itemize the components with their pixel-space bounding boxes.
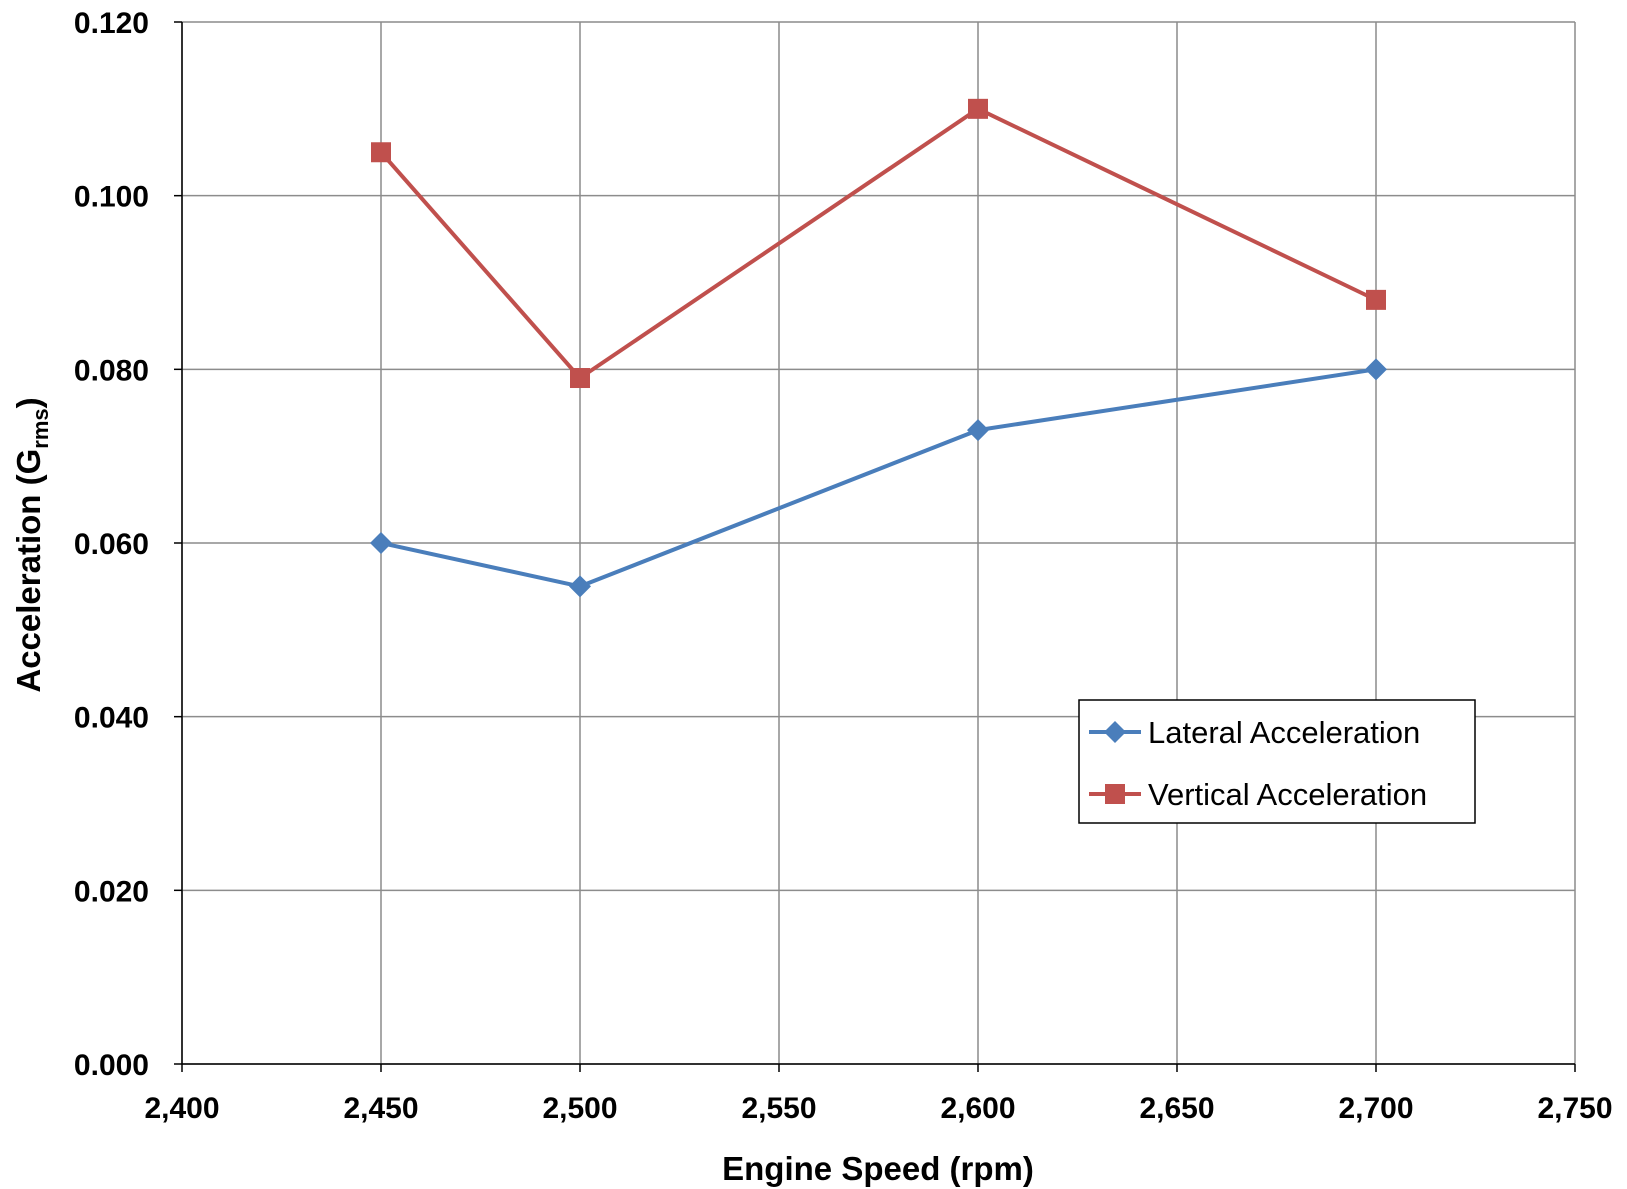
x-tick-labels: 2,400 2,450 2,500 2,550 2,600 2,650 2,700 2,750 (144, 1092, 1612, 1125)
data-point (570, 368, 590, 389)
legend-item: Lateral Acceleration (1089, 715, 1420, 750)
y-axis-title-main: Acceleration (G (10, 449, 47, 693)
x-tick-label: 2,650 (1139, 1092, 1214, 1125)
legend-label: Vertical Acceleration (1148, 777, 1427, 812)
series-lateral (370, 358, 1387, 598)
data-point (1365, 358, 1387, 381)
y-tick-label: 0.060 (74, 528, 149, 561)
data-point (371, 142, 391, 163)
legend-label: Lateral Acceleration (1148, 715, 1420, 750)
y-tick-label: 0.020 (74, 875, 149, 908)
series-layer (370, 98, 1387, 598)
data-point (1366, 289, 1386, 310)
x-tick-label: 2,600 (940, 1092, 1015, 1125)
data-point (569, 575, 591, 598)
y-tick-labels: 0.000 0.020 0.040 0.060 0.080 0.100 0.120 (74, 7, 149, 1082)
legend-item: Vertical Acceleration (1089, 777, 1427, 812)
x-axis-title: Engine Speed (rpm) (722, 1150, 1034, 1187)
data-point (968, 98, 988, 119)
x-tick-label: 2,700 (1338, 1092, 1413, 1125)
y-axis-title: Acceleration (Grms) (10, 397, 53, 692)
series-line (379, 106, 1377, 381)
x-tick-label: 2,550 (741, 1092, 816, 1125)
axes (174, 21, 1576, 1072)
y-tick-label: 0.080 (74, 354, 149, 387)
data-point (370, 532, 392, 554)
y-tick-label: 0.040 (74, 702, 149, 735)
legend-swatch-marker (1104, 721, 1126, 743)
legend-items: Lateral Acceleration Vertical Acceleratio… (1089, 715, 1427, 812)
series-vertical (371, 98, 1386, 389)
legend-box (1078, 699, 1476, 824)
y-tick-label: 0.120 (74, 7, 149, 40)
y-tick-label: 0.100 (74, 181, 149, 214)
x-tick-label: 2,500 (542, 1092, 617, 1125)
y-axis-title-subscript: rms (28, 408, 53, 448)
legend: Lateral Acceleration Vertical Acceleratio… (1078, 699, 1476, 824)
y-tick-label: 0.000 (74, 1049, 149, 1082)
x-tick-label: 2,400 (144, 1092, 219, 1125)
x-tick-label: 2,450 (343, 1092, 418, 1125)
x-tick-label: 2,750 (1537, 1092, 1612, 1125)
series-line (380, 367, 1377, 589)
y-axis-title-close: ) (10, 397, 47, 408)
legend-swatch-marker (1105, 784, 1125, 804)
data-point (967, 419, 989, 442)
